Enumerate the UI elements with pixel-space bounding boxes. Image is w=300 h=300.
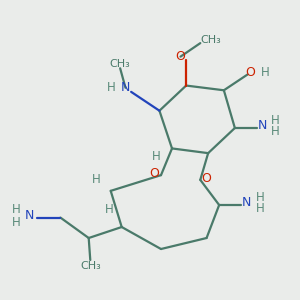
- Text: O: O: [149, 167, 159, 180]
- Text: O: O: [246, 65, 256, 79]
- Text: N: N: [242, 196, 251, 209]
- Text: H: H: [11, 216, 20, 229]
- Text: O: O: [176, 50, 185, 63]
- Text: N: N: [121, 81, 130, 94]
- Text: H: H: [92, 173, 101, 186]
- Text: H: H: [152, 150, 161, 163]
- Text: N: N: [25, 209, 34, 222]
- Text: O: O: [202, 172, 212, 185]
- Text: N: N: [257, 119, 267, 132]
- Text: CH₃: CH₃: [110, 58, 130, 69]
- Text: H: H: [272, 124, 280, 138]
- Text: H: H: [105, 203, 113, 216]
- Text: CH₃: CH₃: [200, 35, 221, 45]
- Text: H: H: [256, 190, 264, 204]
- Text: H: H: [107, 81, 116, 94]
- Text: H: H: [11, 202, 20, 216]
- Text: H: H: [261, 65, 270, 79]
- Text: CH₃: CH₃: [80, 261, 101, 271]
- Text: H: H: [256, 202, 264, 215]
- Text: H: H: [272, 114, 280, 127]
